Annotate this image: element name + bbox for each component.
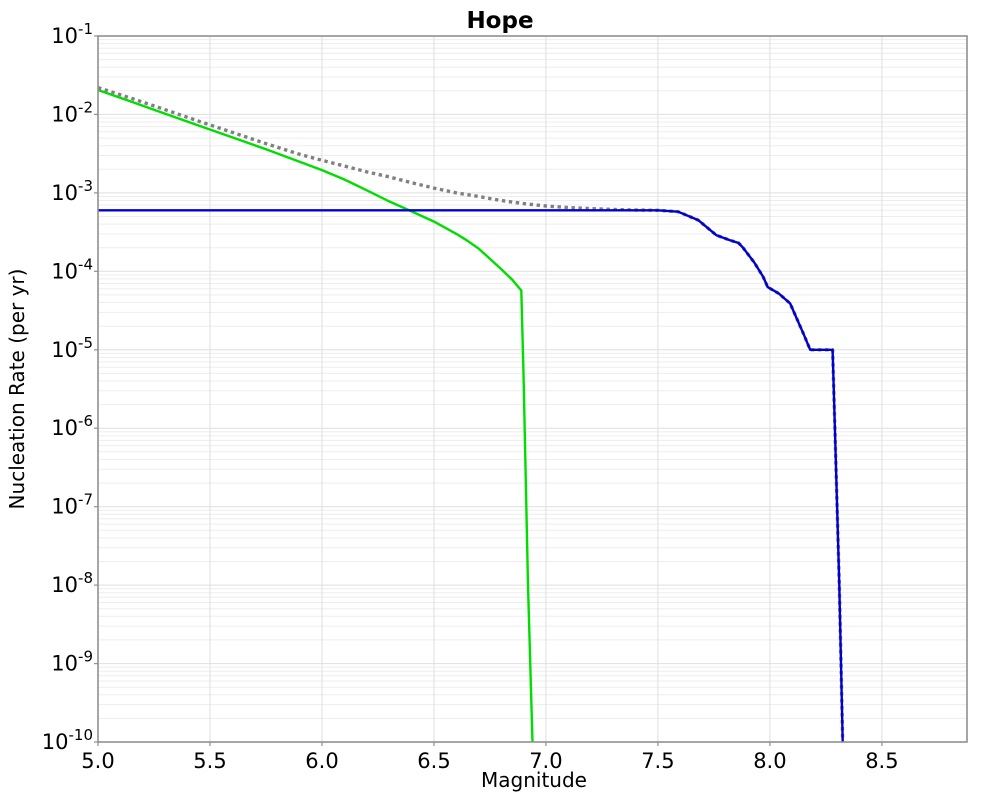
x-tick-label: 6.5 (417, 749, 450, 773)
blue-curve (98, 209, 844, 743)
y-tick-label: 10-9 (51, 648, 93, 676)
y-tick-label: 10-7 (51, 491, 93, 519)
green-curve (97, 88, 534, 743)
x-tick-label: 8.5 (865, 749, 898, 773)
x-tick-label: 7.0 (529, 749, 562, 773)
x-tick-label: 5.0 (81, 749, 114, 773)
x-tick-label: 8.0 (753, 749, 786, 773)
chart-title: Hope (466, 8, 533, 34)
x-tick-label: 6.0 (305, 749, 338, 773)
x-tick-label: 7.5 (641, 749, 674, 773)
series-layer (97, 85, 845, 743)
x-axis-label: Magnitude (481, 768, 587, 792)
plot-frame (97, 35, 968, 743)
axes-frame (94, 35, 968, 746)
y-tick-label: 10-5 (51, 334, 93, 362)
y-axis-label: Nucleation Rate (per yr) (5, 269, 29, 510)
y-tick-label: 10-4 (51, 255, 93, 283)
y-tick-label: 10-8 (51, 569, 93, 597)
plot-area (98, 36, 967, 742)
grid-layer (98, 35, 967, 743)
y-tick-label: 10-1 (51, 20, 93, 48)
x-tick-label: 5.5 (193, 749, 226, 773)
y-tick-label: 10-2 (51, 98, 93, 126)
y-tick-label: 10-6 (51, 412, 93, 440)
y-tick-label: 10-3 (51, 177, 93, 205)
